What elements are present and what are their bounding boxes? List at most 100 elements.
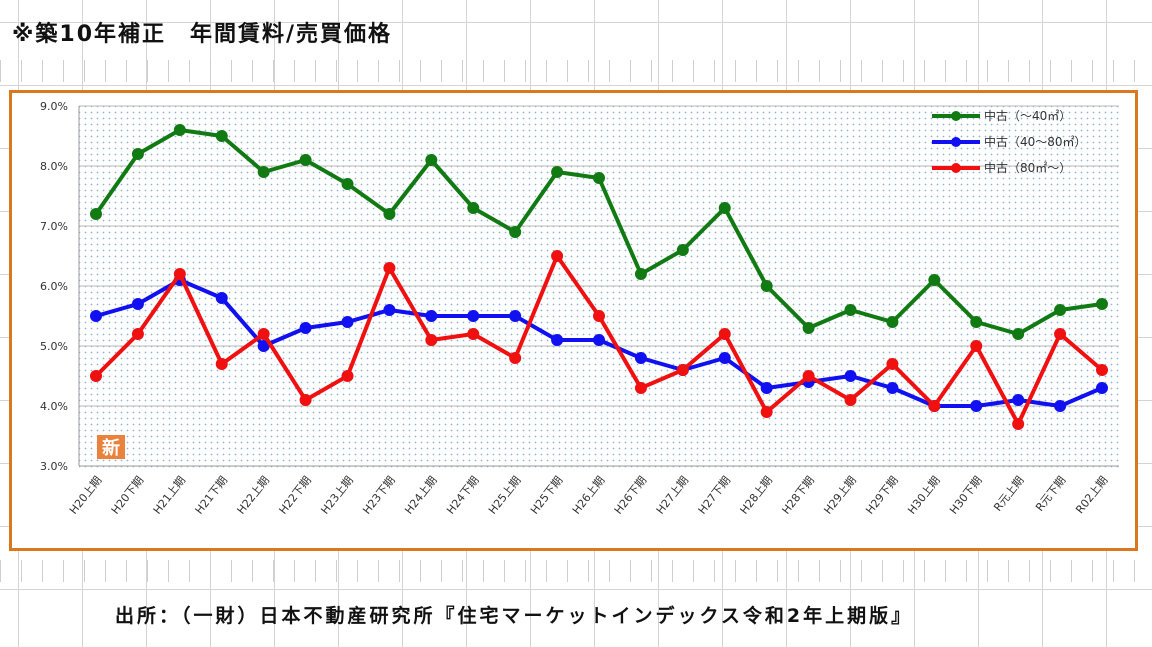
source-note: 出所：（一財）日本不動産研究所『住宅マーケットインデックス令和2年上期版』	[115, 605, 914, 627]
data-point	[131, 328, 144, 340]
data-point	[634, 352, 647, 364]
data-point	[131, 298, 144, 310]
data-point	[928, 274, 941, 286]
data-point	[1012, 394, 1025, 406]
data-point	[90, 370, 102, 382]
data-point	[718, 202, 731, 214]
y-tick-label: 9.0%	[40, 100, 68, 113]
data-point	[215, 130, 228, 142]
data-point	[970, 340, 983, 352]
data-point	[593, 334, 605, 346]
page-title: ※築10年補正 年間賃料/売買価格	[12, 22, 393, 47]
data-point	[383, 304, 396, 316]
data-point	[467, 328, 480, 340]
data-point	[299, 154, 312, 166]
data-point	[425, 154, 438, 166]
data-point	[970, 400, 983, 412]
x-tick-label: H27上期	[654, 474, 692, 517]
x-tick-label: H25下期	[528, 474, 566, 517]
data-point	[215, 292, 228, 304]
data-point	[634, 382, 647, 394]
x-tick-label: R元下期	[1033, 474, 1068, 514]
y-tick-label: 6.0%	[40, 280, 68, 293]
legend-marker	[951, 111, 961, 121]
data-point	[1054, 304, 1067, 316]
x-tick-label: H21下期	[193, 474, 231, 517]
data-point	[257, 340, 270, 352]
data-point	[551, 334, 564, 346]
data-point	[928, 400, 941, 412]
data-point	[467, 310, 480, 322]
data-point	[341, 178, 354, 190]
x-tick-label: R02上期	[1073, 474, 1110, 516]
data-point	[215, 358, 228, 370]
data-point	[760, 406, 773, 418]
sheet-grid-band-bottom	[0, 560, 1152, 582]
data-point	[257, 166, 270, 178]
y-tick-label: 7.0%	[40, 220, 68, 233]
data-point	[90, 310, 102, 322]
data-point	[1012, 328, 1025, 340]
legend-label: 中古（～40㎡）	[984, 108, 1071, 123]
data-point	[718, 328, 731, 340]
data-point	[760, 280, 773, 292]
chart-frame: 9.0% 8.0% 7.0% 6.0% 5.0% 4.0% 3.0% H20上期 H20下期 H…	[9, 90, 1138, 551]
data-point	[257, 328, 270, 340]
x-tick-label: H22上期	[235, 474, 273, 517]
data-point	[970, 316, 983, 328]
data-point	[676, 364, 689, 376]
legend: 中古（～40㎡） 中古（40～80㎡） 中古（80㎡～）	[932, 108, 1087, 175]
data-point	[634, 268, 647, 280]
series-lines	[90, 124, 1108, 430]
x-tick-label: H29下期	[863, 474, 901, 517]
x-axis-ticks: H20上期 H20下期 H21上期 H21下期 H22上期 H22下期 H23上期 H23下期…	[67, 474, 1111, 517]
data-point	[802, 322, 815, 334]
data-point	[509, 226, 522, 238]
data-point	[1096, 298, 1108, 310]
sheet-grid-band-top	[0, 60, 1152, 82]
x-tick-label: H24上期	[402, 474, 440, 517]
x-tick-label: H23下期	[360, 474, 398, 517]
data-point	[802, 370, 815, 382]
data-point	[551, 250, 564, 262]
data-point	[90, 208, 102, 220]
data-point	[425, 334, 438, 346]
x-tick-label: H26上期	[570, 474, 608, 517]
x-tick-label: H30下期	[947, 474, 985, 517]
data-point	[425, 310, 438, 322]
legend-marker	[951, 163, 961, 173]
y-axis-ticks: 9.0% 8.0% 7.0% 6.0% 5.0% 4.0% 3.0%	[40, 100, 68, 473]
data-point	[383, 208, 396, 220]
y-tick-label: 5.0%	[40, 340, 68, 353]
data-point	[1096, 382, 1108, 394]
x-tick-label: H28上期	[738, 474, 776, 517]
data-point	[844, 304, 857, 316]
x-tick-label: R元上期	[991, 474, 1026, 514]
data-point	[1054, 400, 1067, 412]
data-point	[886, 316, 899, 328]
data-point	[509, 352, 522, 364]
data-point	[1012, 418, 1025, 430]
data-point	[341, 370, 354, 382]
new-badge-box	[97, 435, 125, 459]
data-point	[509, 310, 522, 322]
x-tick-label: H24下期	[444, 474, 482, 517]
x-tick-label: H30上期	[905, 474, 943, 517]
data-point	[467, 202, 480, 214]
data-point	[760, 382, 773, 394]
legend-label: 中古（40～80㎡）	[984, 134, 1087, 149]
new-badge: 新	[97, 435, 125, 459]
new-badge-label: 新	[102, 437, 120, 459]
x-tick-label: H26下期	[612, 474, 650, 517]
gridlines	[78, 105, 1119, 467]
data-point	[341, 316, 354, 328]
data-point	[844, 370, 857, 382]
x-tick-label: H27下期	[696, 474, 734, 517]
data-point	[1096, 364, 1108, 376]
x-tick-label: H23上期	[318, 474, 356, 517]
data-point	[299, 322, 312, 334]
data-point	[383, 262, 396, 274]
legend-label: 中古（80㎡～）	[984, 160, 1071, 175]
data-point	[844, 394, 857, 406]
legend-marker	[951, 137, 961, 147]
